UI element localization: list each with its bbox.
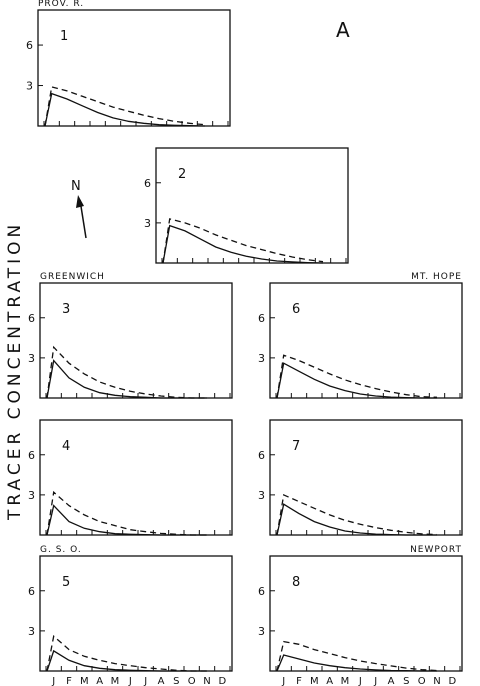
x-tick-label: M — [341, 676, 350, 686]
x-tick-label: F — [66, 676, 72, 686]
y-tick-label: 6 — [258, 449, 265, 462]
series-solid-line — [46, 649, 207, 672]
y-tick-label: 3 — [258, 625, 265, 638]
panel-4: 4 3 6 — [28, 419, 233, 536]
y-tick-label: 6 — [28, 312, 35, 325]
panel-6: MT. HOPE 6 3 6 — [258, 272, 463, 399]
station-label: GREENWICH — [40, 272, 105, 282]
panel-frame — [269, 555, 463, 672]
panel-number: 3 — [62, 302, 70, 317]
panel-1: PROV. R. 1 3 6 — [26, 0, 231, 127]
x-tick-label: A — [96, 676, 103, 686]
series-dashed-line — [276, 640, 438, 672]
series-dashed-line — [276, 354, 438, 399]
series-dashed-line — [46, 634, 207, 672]
x-tick-label: M — [80, 676, 89, 686]
series-solid-line — [276, 503, 437, 536]
panel-number: 1 — [60, 29, 68, 44]
panel-2: 2 3 6 — [144, 147, 349, 264]
y-tick-label: 3 — [258, 352, 265, 365]
panels: PROV. R. 1 3 6 2 3 6 GREENWICH 3 3 6 4 3 6 G. S. O. 5 3 6… — [26, 0, 463, 686]
y-tick-label: 6 — [28, 585, 35, 598]
north-arrow-head — [76, 195, 84, 208]
panel-number: 4 — [62, 439, 70, 454]
y-tick-label: 3 — [28, 352, 35, 365]
series-solid-line — [46, 504, 207, 536]
series-dashed-line — [46, 345, 207, 399]
y-tick-label: 6 — [258, 312, 265, 325]
figure-label: A — [336, 18, 350, 42]
series-solid-line — [46, 359, 207, 399]
panel-frame — [37, 9, 231, 127]
panel-frame — [269, 419, 463, 536]
x-tick-label: O — [188, 676, 196, 686]
panel-frame — [39, 419, 233, 536]
series-solid-line — [276, 362, 437, 399]
y-tick-label: 6 — [26, 39, 33, 52]
station-label: G. S. O. — [40, 545, 82, 555]
series-solid-line — [44, 92, 206, 127]
x-tick-label: M — [310, 676, 319, 686]
y-tick-label: 6 — [28, 449, 35, 462]
series-dashed-line — [276, 493, 438, 536]
north-label: N — [71, 179, 81, 194]
x-tick-label: J — [358, 676, 362, 686]
panel-7: 7 3 6 — [258, 419, 463, 536]
x-tick-label: A — [388, 676, 395, 686]
panel-frame — [155, 147, 349, 264]
x-tick-label: N — [433, 676, 440, 686]
y-tick-label: 3 — [28, 625, 35, 638]
x-tick-label: S — [173, 676, 179, 686]
north-arrow: N — [71, 179, 87, 239]
x-tick-label: F — [296, 676, 302, 686]
series-dashed-line — [46, 490, 207, 536]
x-tick-label: O — [418, 676, 426, 686]
panel-number: 6 — [292, 302, 300, 317]
y-tick-label: 3 — [28, 489, 35, 502]
series-solid-line — [276, 654, 437, 672]
station-label: NEWPORT — [410, 545, 462, 555]
x-tick-label: D — [448, 676, 456, 686]
y-tick-label: 6 — [144, 177, 151, 190]
y-tick-label: 3 — [258, 489, 265, 502]
panel-3: GREENWICH 3 3 6 — [28, 272, 233, 399]
panel-frame — [39, 555, 233, 672]
panel-number: 8 — [292, 575, 300, 590]
station-label: MT. HOPE — [411, 272, 462, 282]
y-axis-title: TRACER CONCENTRATION — [5, 221, 25, 521]
panel-frame — [39, 282, 233, 399]
panel-frame — [269, 282, 463, 399]
x-tick-label: A — [326, 676, 333, 686]
y-tick-label: 3 — [26, 80, 33, 93]
panel-number: 2 — [178, 167, 186, 182]
x-tick-label: J — [281, 676, 285, 686]
x-tick-label: J — [143, 676, 147, 686]
station-label: PROV. R. — [38, 0, 84, 9]
x-tick-label: J — [128, 676, 132, 686]
x-tick-label: J — [51, 676, 55, 686]
x-tick-label: D — [218, 676, 226, 686]
x-tick-label: S — [403, 676, 409, 686]
series-dashed-line — [162, 218, 324, 264]
series-dashed-line — [44, 86, 206, 127]
panel-number: 7 — [292, 439, 300, 454]
x-tick-label: M — [111, 676, 120, 686]
y-tick-label: 3 — [144, 217, 151, 230]
y-tick-label: 6 — [258, 585, 265, 598]
series-solid-line — [162, 224, 324, 264]
x-tick-label: J — [373, 676, 377, 686]
x-tick-label: N — [203, 676, 210, 686]
panel-number: 5 — [62, 575, 70, 590]
x-tick-label: A — [158, 676, 165, 686]
